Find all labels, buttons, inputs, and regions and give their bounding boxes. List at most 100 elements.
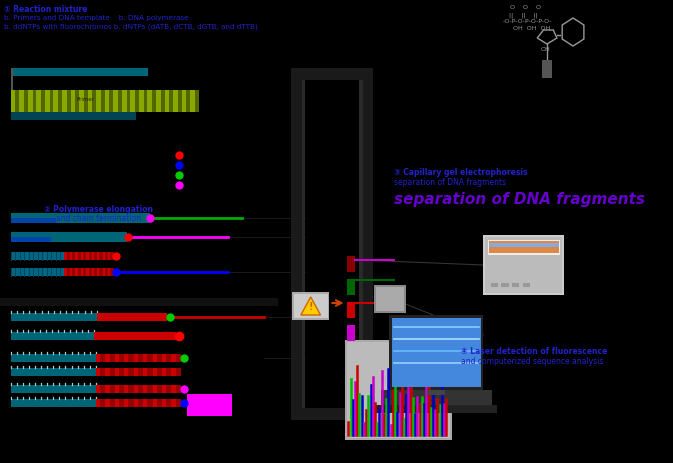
Bar	[96, 90, 101, 112]
Bar	[11, 213, 149, 223]
Bar	[153, 354, 157, 362]
Bar	[108, 252, 110, 260]
Bar	[92, 268, 94, 276]
Bar	[542, 60, 553, 78]
Text: ③ Capillary gel electrophoresis: ③ Capillary gel electrophoresis	[394, 168, 528, 177]
Bar	[11, 112, 136, 120]
Bar	[113, 90, 118, 112]
Bar	[190, 90, 195, 112]
Bar	[347, 302, 355, 318]
Bar	[134, 399, 138, 407]
Bar	[98, 252, 100, 260]
Bar	[11, 90, 199, 112]
Bar	[291, 68, 374, 80]
Bar	[114, 385, 119, 393]
Bar	[143, 385, 147, 393]
Bar	[302, 68, 306, 420]
Bar	[11, 90, 15, 112]
Text: ② Polymerase elongation: ② Polymerase elongation	[44, 205, 153, 214]
Bar	[108, 268, 110, 276]
Bar	[359, 68, 363, 420]
Bar	[143, 354, 147, 362]
Bar	[153, 368, 157, 376]
Bar	[11, 252, 100, 260]
Bar	[105, 90, 110, 112]
Bar	[182, 90, 186, 112]
Bar	[11, 252, 65, 260]
Bar	[86, 268, 89, 276]
Bar	[291, 408, 374, 420]
Bar	[53, 90, 58, 112]
Bar	[96, 385, 181, 393]
Bar	[347, 279, 355, 295]
Bar	[11, 268, 65, 276]
Bar	[97, 313, 168, 321]
Bar	[363, 68, 374, 420]
Bar	[390, 315, 483, 390]
Bar	[75, 252, 77, 260]
Bar	[162, 399, 166, 407]
Bar	[376, 287, 404, 311]
Bar	[187, 394, 232, 416]
Bar	[162, 368, 166, 376]
Bar	[347, 325, 355, 341]
Text: separation of DNA fragments: separation of DNA fragments	[394, 178, 506, 187]
Bar	[347, 348, 355, 364]
Bar	[427, 390, 445, 395]
Bar	[165, 90, 170, 112]
Bar	[65, 252, 67, 260]
Bar	[96, 368, 181, 376]
Text: ④ Laser detection of fluorescence: ④ Laser detection of fluorescence	[461, 347, 608, 356]
Bar	[134, 368, 138, 376]
Bar	[0, 298, 277, 306]
Bar	[374, 285, 406, 313]
Bar	[87, 90, 92, 112]
Bar	[501, 283, 509, 287]
Bar	[11, 268, 100, 276]
Bar	[11, 354, 96, 362]
Bar	[11, 237, 51, 242]
Bar	[103, 252, 105, 260]
Bar	[392, 318, 481, 387]
Bar	[147, 90, 152, 112]
Bar	[105, 368, 110, 376]
Bar	[79, 90, 84, 112]
Bar	[11, 332, 94, 340]
Bar	[94, 332, 176, 340]
Bar	[347, 370, 355, 386]
Bar	[71, 90, 75, 112]
Bar	[65, 252, 114, 260]
Bar	[114, 354, 119, 362]
Bar	[36, 90, 41, 112]
Bar	[96, 354, 181, 362]
Bar	[124, 399, 129, 407]
Bar	[92, 252, 94, 260]
Bar	[380, 390, 493, 405]
Bar	[98, 268, 100, 276]
Bar	[103, 268, 105, 276]
Text: and computerized sequence analysis: and computerized sequence analysis	[461, 357, 604, 366]
Bar	[11, 232, 127, 242]
Text: and chain termination: and chain termination	[56, 214, 141, 223]
Bar	[105, 354, 110, 362]
Bar	[124, 368, 129, 376]
Bar	[70, 252, 72, 260]
Text: ||    ||    ||: || || ||	[509, 12, 537, 18]
Bar	[292, 292, 330, 320]
Bar	[11, 218, 55, 223]
Bar	[134, 354, 138, 362]
Text: Primer: Primer	[77, 97, 95, 102]
Bar	[392, 318, 481, 387]
Bar	[489, 241, 559, 253]
Bar	[28, 90, 32, 112]
Text: OH  OH  OH: OH OH OH	[513, 26, 551, 31]
Bar	[96, 385, 100, 393]
Bar	[65, 268, 114, 276]
Bar	[172, 368, 176, 376]
Text: b. Primers and DNA template    b. DNA polymerase: b. Primers and DNA template b. DNA polym…	[5, 15, 189, 21]
Bar	[75, 268, 77, 276]
Bar	[122, 90, 127, 112]
Bar	[523, 283, 530, 287]
Bar	[143, 368, 147, 376]
Bar	[65, 268, 67, 276]
